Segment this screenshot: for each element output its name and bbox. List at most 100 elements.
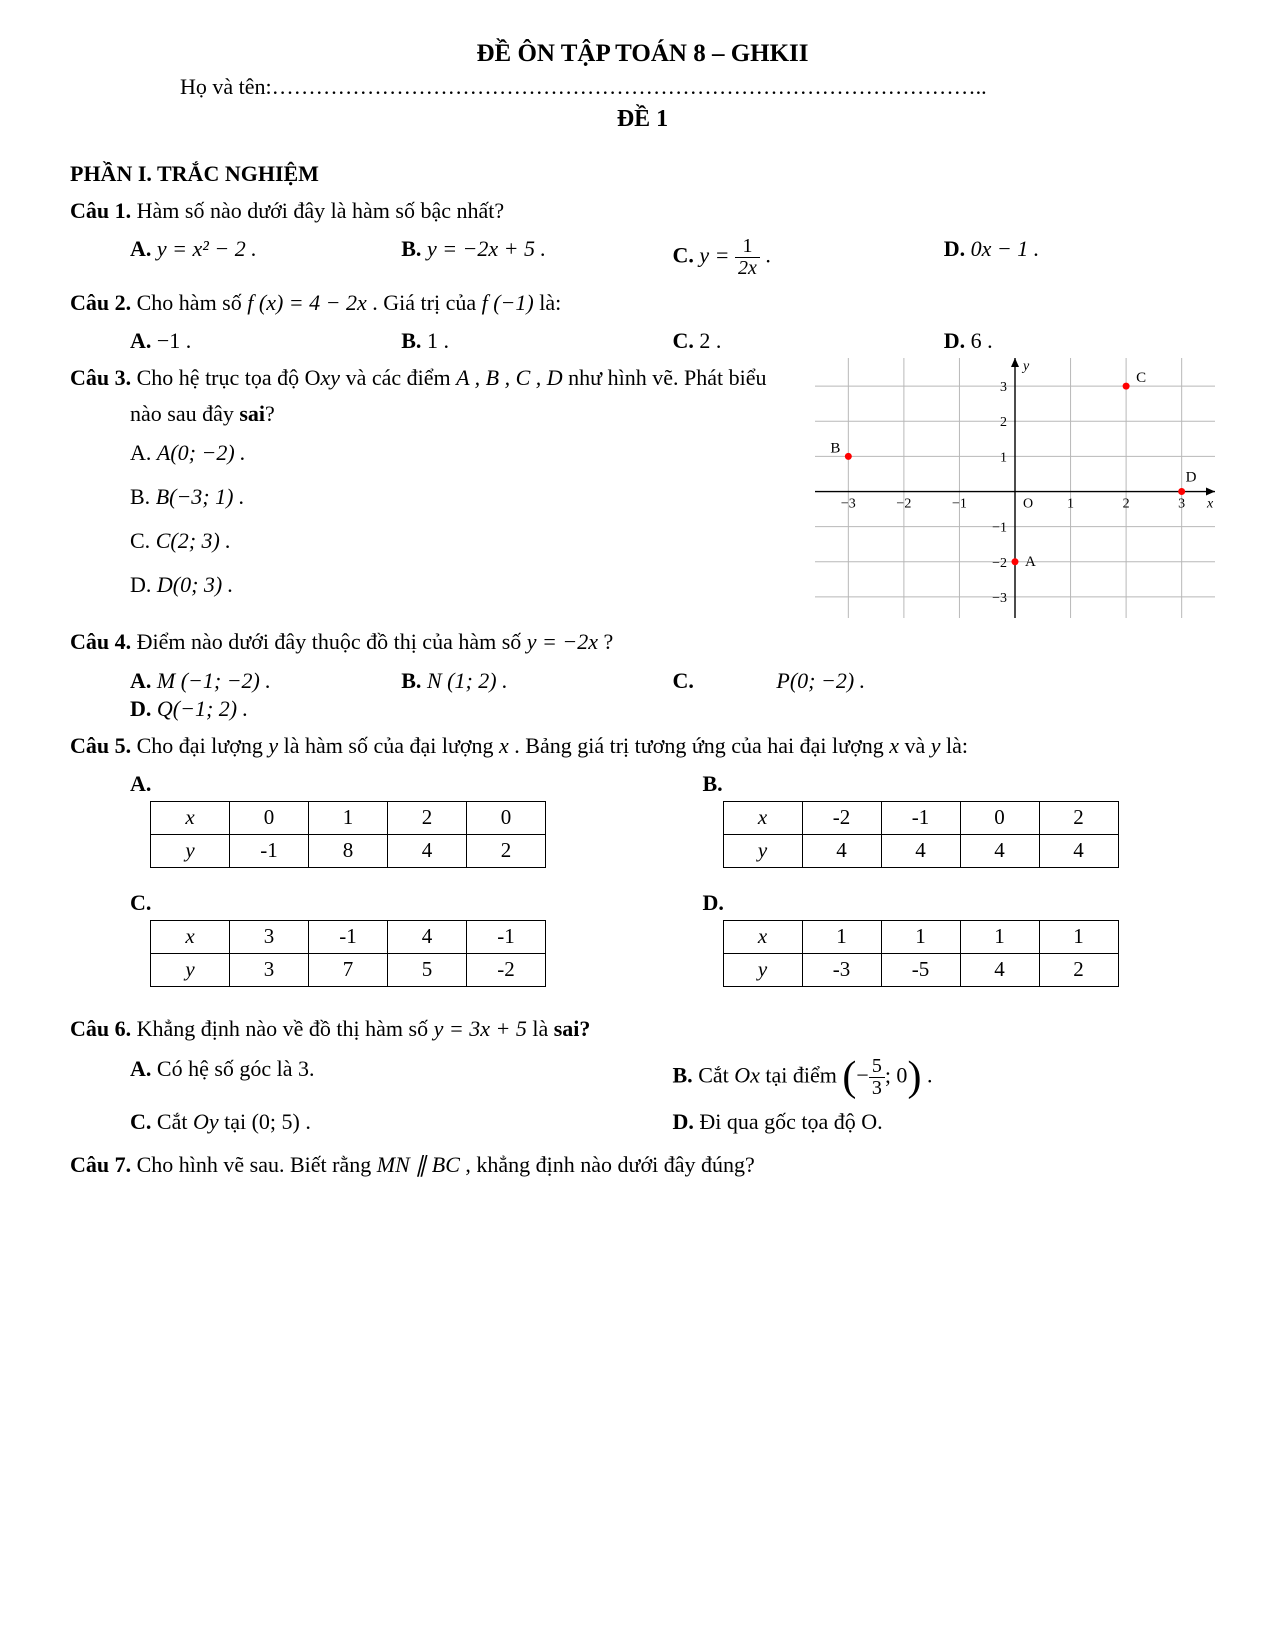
svg-text:−1: −1: [992, 521, 1007, 536]
table-cell: 4: [881, 834, 960, 867]
q6-options-row2: C. Cắt Oy tại (0; 5) . D. Đi qua gốc tọa…: [70, 1109, 1215, 1135]
table-cell: 4: [960, 834, 1039, 867]
table-cell: x: [723, 801, 802, 834]
question-7: Câu 7. Cho hình vẽ sau. Biết rằng MN ∥ B…: [70, 1147, 1215, 1182]
q1-opt-a: A. y = x² − 2 .: [130, 236, 401, 279]
table-cell: 2: [467, 834, 546, 867]
table-cell: 4: [388, 920, 467, 953]
q6-opt-a: A. Có hệ số góc là 3.: [130, 1056, 673, 1099]
q4-opt-b: B. N (1; 2) .: [401, 668, 672, 694]
question-2: Câu 2. Cho hàm số f (x) = 4 − 2x . Giá t…: [70, 285, 1215, 320]
table-cell: 4: [1039, 834, 1118, 867]
svg-text:−2: −2: [896, 497, 911, 512]
question-4: Câu 4. Điểm nào dưới đây thuộc đồ thị củ…: [70, 624, 1215, 659]
q4-options: A. M (−1; −2) . B. N (1; 2) . C. P(0; −2…: [70, 668, 1215, 694]
svg-text:3: 3: [1178, 497, 1185, 512]
q2-options: A. −1 . B. 1 . C. 2 . D. 6 .: [70, 328, 1215, 354]
table-cell: 2: [388, 801, 467, 834]
question-3-row: Câu 3. Cho hệ trục tọa độ Oxy và các điể…: [70, 354, 1215, 618]
q5-table-d: D. x1111y-3-542: [703, 890, 1216, 987]
table-cell: 2: [1039, 953, 1118, 986]
q4-opt-d: D. Q(−1; 2) .: [130, 696, 401, 722]
q5-tables-row1: A. x0120y-1842 B. x-2-102y4444: [70, 771, 1215, 868]
table-cell: 1: [1039, 920, 1118, 953]
table-cell: -1: [881, 801, 960, 834]
table-cell: 0: [960, 801, 1039, 834]
svg-text:B: B: [830, 441, 840, 457]
table-cell: 0: [467, 801, 546, 834]
svg-text:A: A: [1025, 554, 1036, 570]
table-cell: y: [723, 834, 802, 867]
table-cell: 1: [309, 801, 388, 834]
table-cell: 4: [802, 834, 881, 867]
name-dots: ……………………………………………………………………………………..: [272, 74, 987, 99]
svg-text:−3: −3: [841, 497, 856, 512]
q4-opt-a: A. M (−1; −2) .: [130, 668, 401, 694]
question-5: Câu 5. Cho đại lượng y là hàm số của đại…: [70, 728, 1215, 763]
table-cell: 2: [1039, 801, 1118, 834]
q1-opt-d: D. 0x − 1 .: [944, 236, 1215, 279]
q2-opt-b: B. 1 .: [401, 328, 672, 354]
table-cell: x: [151, 801, 230, 834]
table-cell: 7: [309, 953, 388, 986]
table-cell: -2: [467, 953, 546, 986]
table-cell: 1: [960, 920, 1039, 953]
q2-opt-d: D. 6 .: [944, 328, 1215, 354]
q3-opt-c: C. C(2; 3) .: [130, 519, 815, 563]
q1-options: A. y = x² − 2 . B. y = −2x + 5 . C. y = …: [70, 236, 1215, 279]
section-heading: PHẦN I. TRẮC NGHIỆM: [70, 161, 1215, 187]
svg-text:1: 1: [1067, 497, 1074, 512]
svg-text:x: x: [1206, 497, 1214, 512]
table-cell: y: [723, 953, 802, 986]
svg-text:D: D: [1186, 470, 1197, 486]
table-cell: -5: [881, 953, 960, 986]
svg-text:1: 1: [1000, 451, 1007, 466]
q5-table-a: A. x0120y-1842: [130, 771, 643, 868]
table-cell: y: [151, 953, 230, 986]
table-cell: 3: [230, 953, 309, 986]
table-cell: 1: [881, 920, 960, 953]
svg-text:C: C: [1136, 370, 1146, 386]
q5-table-c: C. x3-14-1y375-2: [130, 890, 643, 987]
coordinate-graph: −3−2−1123−3−2−1123OxyABCD: [815, 358, 1215, 618]
svg-text:O: O: [1023, 497, 1033, 512]
q5-table-b: B. x-2-102y4444: [703, 771, 1216, 868]
question-6: Câu 6. Khẳng định nào về đồ thị hàm số y…: [70, 1011, 1215, 1046]
q3-options: A. A(0; −2) . B. B(−3; 1) . C. C(2; 3) .…: [70, 431, 815, 607]
q2-opt-a: A. −1 .: [130, 328, 401, 354]
table-cell: 4: [960, 953, 1039, 986]
q1-text: Hàm số nào dưới đây là hàm số bậc nhất?: [131, 198, 504, 223]
table-cell: -2: [802, 801, 881, 834]
q6-options-row1: A. Có hệ số góc là 3. B. Cắt Ox tại điểm…: [70, 1056, 1215, 1099]
svg-text:3: 3: [1000, 380, 1007, 395]
table-cell: x: [723, 920, 802, 953]
svg-text:−1: −1: [952, 497, 967, 512]
q6-opt-d: D. Đi qua gốc tọa độ O.: [673, 1109, 1216, 1135]
exam-number: ĐỀ 1: [70, 106, 1215, 133]
q5-tables-row2: C. x3-14-1y375-2 D. x1111y-3-542: [70, 890, 1215, 987]
table-cell: -3: [802, 953, 881, 986]
q1-opt-b: B. y = −2x + 5 .: [401, 236, 672, 279]
table-cell: 5: [388, 953, 467, 986]
table-cell: -1: [467, 920, 546, 953]
svg-text:y: y: [1021, 359, 1030, 374]
question-1: Câu 1. Hàm số nào dưới đây là hàm số bậc…: [70, 193, 1215, 228]
table-cell: y: [151, 834, 230, 867]
q1-label: Câu 1.: [70, 198, 131, 223]
q3-opt-d: D. D(0; 3) .: [130, 563, 815, 607]
q6-opt-b: B. Cắt Ox tại điểm (−53; 0) .: [673, 1056, 1216, 1099]
table-cell: 0: [230, 801, 309, 834]
table-cell: 1: [802, 920, 881, 953]
page-title: ĐỀ ÔN TẬP TOÁN 8 – GHKII: [70, 40, 1215, 68]
q3-opt-b: B. B(−3; 1) .: [130, 475, 815, 519]
table-cell: 8: [309, 834, 388, 867]
table-cell: -1: [230, 834, 309, 867]
q3-opt-a: A. A(0; −2) .: [130, 431, 815, 475]
table-cell: 3: [230, 920, 309, 953]
svg-text:2: 2: [1123, 497, 1130, 512]
svg-text:−3: −3: [992, 591, 1007, 606]
q4-opt-c: C. P(0; −2) .: [673, 668, 944, 694]
question-3: Câu 3. Cho hệ trục tọa độ Oxy và các điể…: [70, 360, 815, 430]
q4-options-2: D. Q(−1; 2) .: [70, 696, 1215, 722]
table-cell: x: [151, 920, 230, 953]
